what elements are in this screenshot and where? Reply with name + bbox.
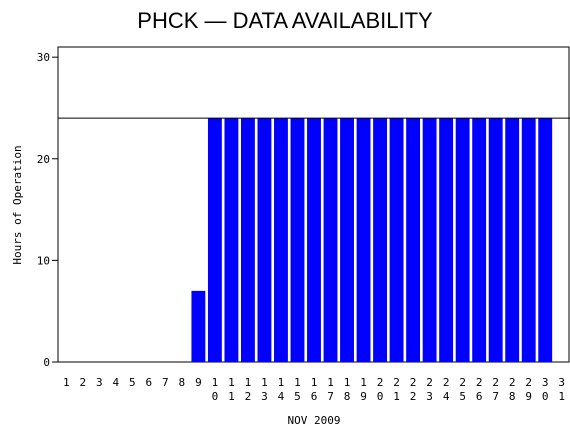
bar xyxy=(257,118,272,363)
x-tick-label: 8 xyxy=(179,376,186,389)
bar xyxy=(207,118,222,363)
y-tick-label: 30 xyxy=(37,51,50,64)
x-axis-label: NOV 2009 xyxy=(288,414,341,427)
bar xyxy=(240,118,255,363)
bar xyxy=(356,118,371,363)
x-tick-label: 6 xyxy=(146,376,153,389)
bar xyxy=(521,118,536,363)
bar xyxy=(505,118,520,363)
y-tick-label: 10 xyxy=(37,254,50,267)
bar xyxy=(274,118,288,363)
y-axis-label: Hours of Operation xyxy=(11,145,24,264)
x-tick-label: 5 xyxy=(129,376,136,389)
bar xyxy=(290,118,305,363)
x-tick-label: 9 xyxy=(195,376,202,389)
x-tick-label: 1 xyxy=(63,376,70,389)
bar xyxy=(307,118,321,363)
y-tick-label: 0 xyxy=(43,356,50,369)
bar xyxy=(389,118,404,363)
bar xyxy=(224,118,239,363)
bar xyxy=(191,290,206,362)
bar xyxy=(340,118,354,363)
bar xyxy=(538,118,553,363)
x-tick-label: 7 xyxy=(162,376,169,389)
x-tick-label: 4 xyxy=(112,376,119,389)
bar xyxy=(439,118,454,363)
bar xyxy=(373,118,388,363)
chart-title: PHCK — DATA AVAILABILITY xyxy=(137,8,433,33)
y-tick-label: 20 xyxy=(37,153,50,166)
bar xyxy=(488,118,503,363)
x-tick-label: 2 xyxy=(79,376,86,389)
x-tick-label: 3 xyxy=(96,376,103,389)
bar xyxy=(406,118,421,363)
bar xyxy=(472,118,487,363)
bar xyxy=(422,118,437,363)
bar xyxy=(323,118,338,363)
bar xyxy=(455,118,470,363)
